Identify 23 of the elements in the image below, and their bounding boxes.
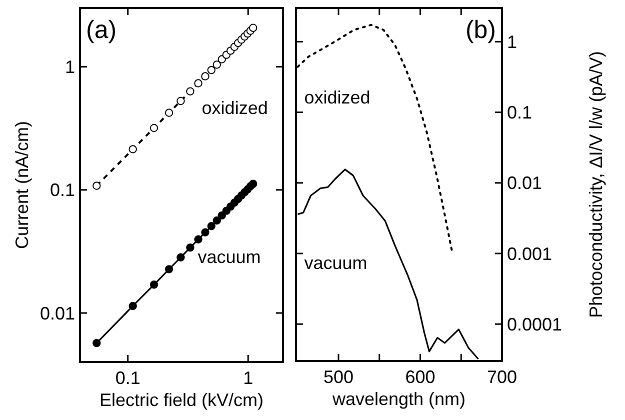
y2-tick-label: 0.01 bbox=[507, 173, 542, 194]
x-tick-label: 1 bbox=[243, 368, 254, 388]
x-tick-label: 700 bbox=[486, 367, 518, 387]
x-axis-title: wavelength (nm) bbox=[331, 389, 466, 409]
y2-tick-label: 0.001 bbox=[507, 244, 552, 264]
x-axis-title: Electric field (kV/cm) bbox=[99, 390, 264, 410]
series-label: oxidized bbox=[202, 98, 268, 118]
x-tick-label: 500 bbox=[323, 367, 354, 387]
series-label: vacuum bbox=[198, 246, 261, 267]
x-tick-label: 0.1 bbox=[115, 368, 140, 388]
y-tick-label: 0.01 bbox=[40, 303, 75, 324]
series-label: oxidized bbox=[304, 87, 370, 108]
y2-axis-title: Photoconductivity, ΔI/V l/w (pA/V) bbox=[586, 51, 606, 318]
y-tick-label: 1 bbox=[64, 57, 75, 78]
x-tick-label: 600 bbox=[405, 367, 436, 387]
y-tick-label: 0.1 bbox=[50, 180, 75, 200]
chart-title: (b) bbox=[465, 16, 496, 44]
chart-title: (a) bbox=[86, 16, 117, 44]
legend-label: vacuum bbox=[304, 253, 368, 274]
y2-tick-label: 0.0001 bbox=[507, 314, 562, 334]
y-axis-title: Current (nA/cm) bbox=[12, 120, 32, 250]
y2-tick-label: 1 bbox=[507, 32, 518, 52]
y2-tick-label: 0.1 bbox=[507, 102, 532, 123]
